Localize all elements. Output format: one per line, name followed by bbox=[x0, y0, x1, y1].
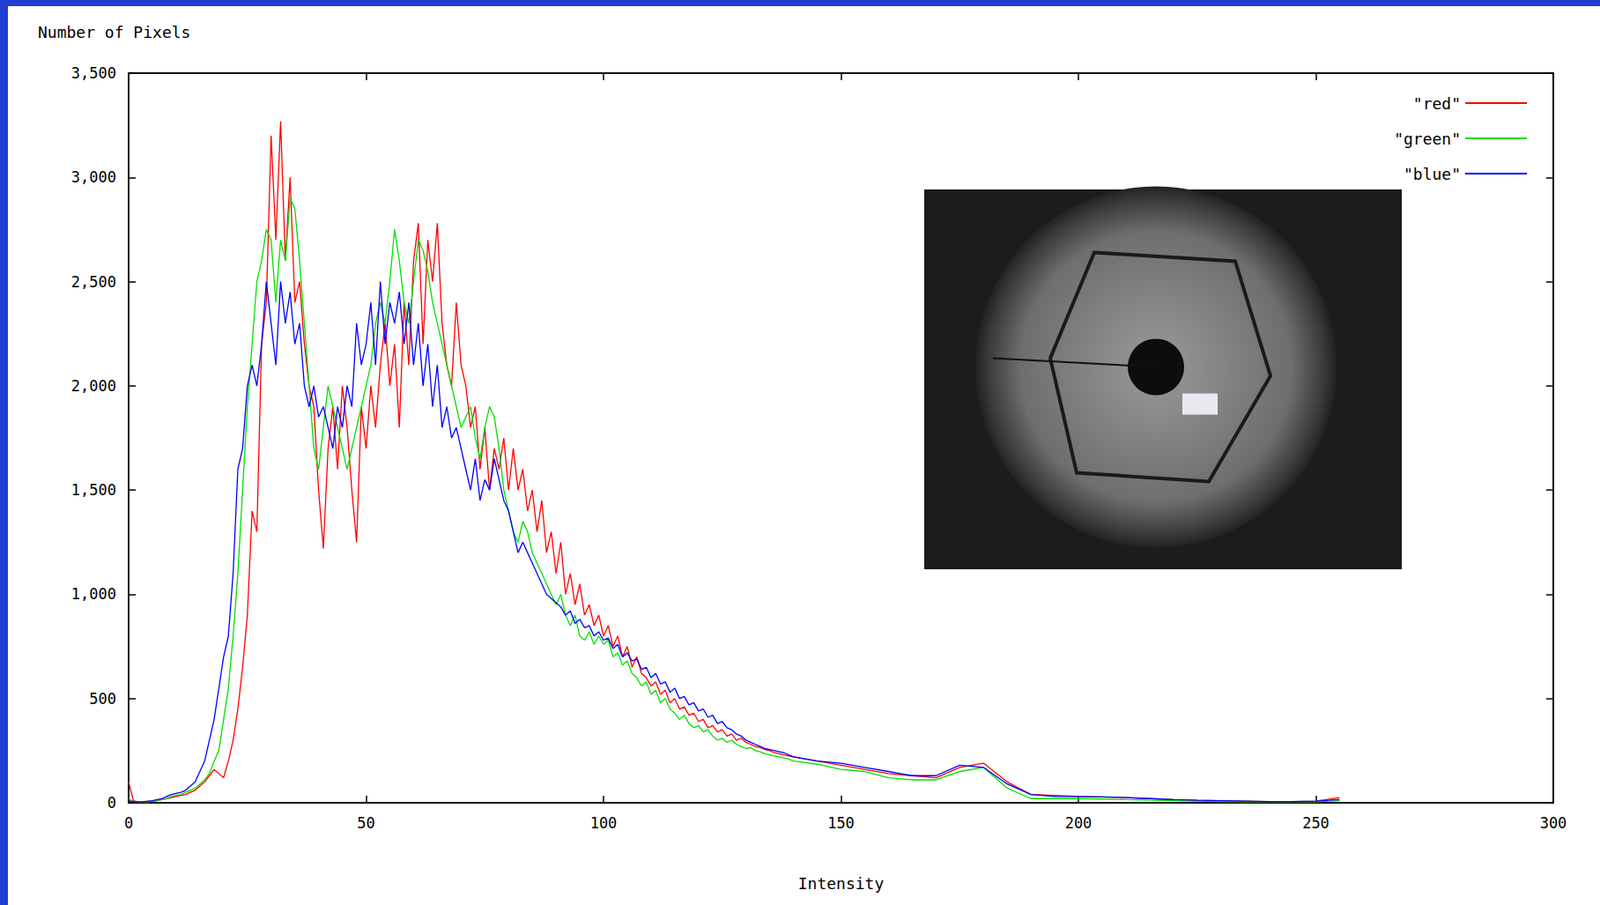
svg-text:300: 300 bbox=[1540, 814, 1568, 832]
svg-text:"red": "red" bbox=[1413, 94, 1461, 113]
svg-text:2,500: 2,500 bbox=[71, 273, 117, 291]
svg-text:1,000: 1,000 bbox=[71, 585, 117, 603]
svg-text:0: 0 bbox=[107, 793, 117, 812]
svg-text:150: 150 bbox=[827, 814, 855, 832]
svg-text:Number of Pixels: Number of Pixels bbox=[37, 22, 191, 42]
svg-text:3,000: 3,000 bbox=[71, 168, 117, 186]
svg-text:3,500: 3,500 bbox=[71, 64, 117, 82]
svg-text:0: 0 bbox=[124, 814, 134, 832]
svg-text:100: 100 bbox=[590, 814, 618, 832]
svg-text:200: 200 bbox=[1065, 814, 1093, 832]
svg-text:"blue": "blue" bbox=[1403, 164, 1461, 184]
svg-text:1,500: 1,500 bbox=[71, 481, 117, 499]
svg-text:2,000: 2,000 bbox=[71, 377, 117, 395]
svg-text:50: 50 bbox=[356, 814, 375, 832]
svg-text:"green": "green" bbox=[1393, 129, 1461, 149]
svg-text:Intensity: Intensity bbox=[798, 874, 885, 893]
svg-text:500: 500 bbox=[88, 689, 117, 708]
svg-text:250: 250 bbox=[1302, 814, 1330, 832]
